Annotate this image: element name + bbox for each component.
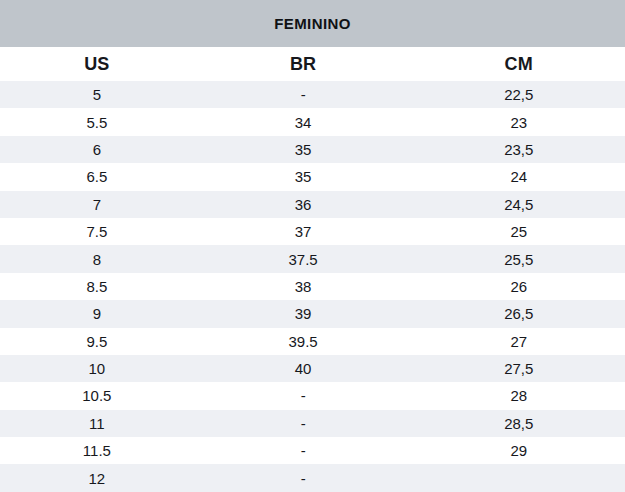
table-row: 93926,5 bbox=[0, 300, 625, 327]
table-cell: 12 bbox=[0, 464, 194, 491]
table-cell: 10.5 bbox=[0, 382, 194, 409]
table-row: 6.53524 bbox=[0, 163, 625, 190]
table-row: 7.53725 bbox=[0, 218, 625, 245]
table-title-bar: FEMININO bbox=[0, 0, 625, 47]
table-cell: 7 bbox=[0, 191, 194, 218]
table-row: 9.539.527 bbox=[0, 328, 625, 355]
table-cell: 9 bbox=[0, 300, 194, 327]
table-row: 837.525,5 bbox=[0, 245, 625, 272]
table-cell: 38 bbox=[194, 273, 413, 300]
column-header-us: US bbox=[0, 47, 194, 81]
table-cell: 37 bbox=[194, 218, 413, 245]
table-cell: 35 bbox=[194, 163, 413, 190]
table-cell: 5.5 bbox=[0, 108, 194, 135]
table-cell: 35 bbox=[194, 136, 413, 163]
table-cell: - bbox=[194, 382, 413, 409]
table-row: 10.5-28 bbox=[0, 382, 625, 409]
table-row: 11.5-29 bbox=[0, 437, 625, 464]
table-cell: - bbox=[194, 410, 413, 437]
table-cell: 27 bbox=[413, 328, 625, 355]
table-cell: 9.5 bbox=[0, 328, 194, 355]
table-cell: 25 bbox=[413, 218, 625, 245]
table-title: FEMININO bbox=[274, 15, 351, 32]
table-row: 5-22,5 bbox=[0, 81, 625, 108]
table-cell: 24,5 bbox=[413, 191, 625, 218]
table-row: 63523,5 bbox=[0, 136, 625, 163]
table-cell: 25,5 bbox=[413, 245, 625, 272]
table-cell: 23 bbox=[413, 108, 625, 135]
table-cell: 22,5 bbox=[413, 81, 625, 108]
table-cell: 10 bbox=[0, 355, 194, 382]
table-cell: 28 bbox=[413, 382, 625, 409]
table-cell: 26,5 bbox=[413, 300, 625, 327]
table-cell: 11 bbox=[0, 410, 194, 437]
table-row: 5.53423 bbox=[0, 108, 625, 135]
table-cell: 8 bbox=[0, 245, 194, 272]
table-cell: - bbox=[194, 81, 413, 108]
table-cell: 37.5 bbox=[194, 245, 413, 272]
table-row: 8.53826 bbox=[0, 273, 625, 300]
table-cell: - bbox=[194, 464, 413, 491]
table-cell: 7.5 bbox=[0, 218, 194, 245]
table-cell: 24 bbox=[413, 163, 625, 190]
table-cell: 8.5 bbox=[0, 273, 194, 300]
table-cell: 26 bbox=[413, 273, 625, 300]
table-cell bbox=[413, 464, 625, 491]
table-cell: 6 bbox=[0, 136, 194, 163]
table-cell: 5 bbox=[0, 81, 194, 108]
table-cell: 39 bbox=[194, 300, 413, 327]
column-header-cm: CM bbox=[413, 47, 625, 81]
table-cell: 27,5 bbox=[413, 355, 625, 382]
table-cell: 6.5 bbox=[0, 163, 194, 190]
table-cell: 36 bbox=[194, 191, 413, 218]
table-row: 73624,5 bbox=[0, 191, 625, 218]
table-cell: 40 bbox=[194, 355, 413, 382]
column-header-br: BR bbox=[194, 47, 413, 81]
table-cell: 29 bbox=[413, 437, 625, 464]
table-row: 12- bbox=[0, 464, 625, 491]
table-cell: 34 bbox=[194, 108, 413, 135]
table-cell: 11.5 bbox=[0, 437, 194, 464]
table-row: 11-28,5 bbox=[0, 410, 625, 437]
size-conversion-table: FEMININO USBRCM 5-22,55.5342363523,56.53… bbox=[0, 0, 625, 492]
table-header-row: USBRCM bbox=[0, 47, 625, 81]
table-cell: 28,5 bbox=[413, 410, 625, 437]
table-cell: 23,5 bbox=[413, 136, 625, 163]
table-row: 104027,5 bbox=[0, 355, 625, 382]
table-cell: - bbox=[194, 437, 413, 464]
table-cell: 39.5 bbox=[194, 328, 413, 355]
